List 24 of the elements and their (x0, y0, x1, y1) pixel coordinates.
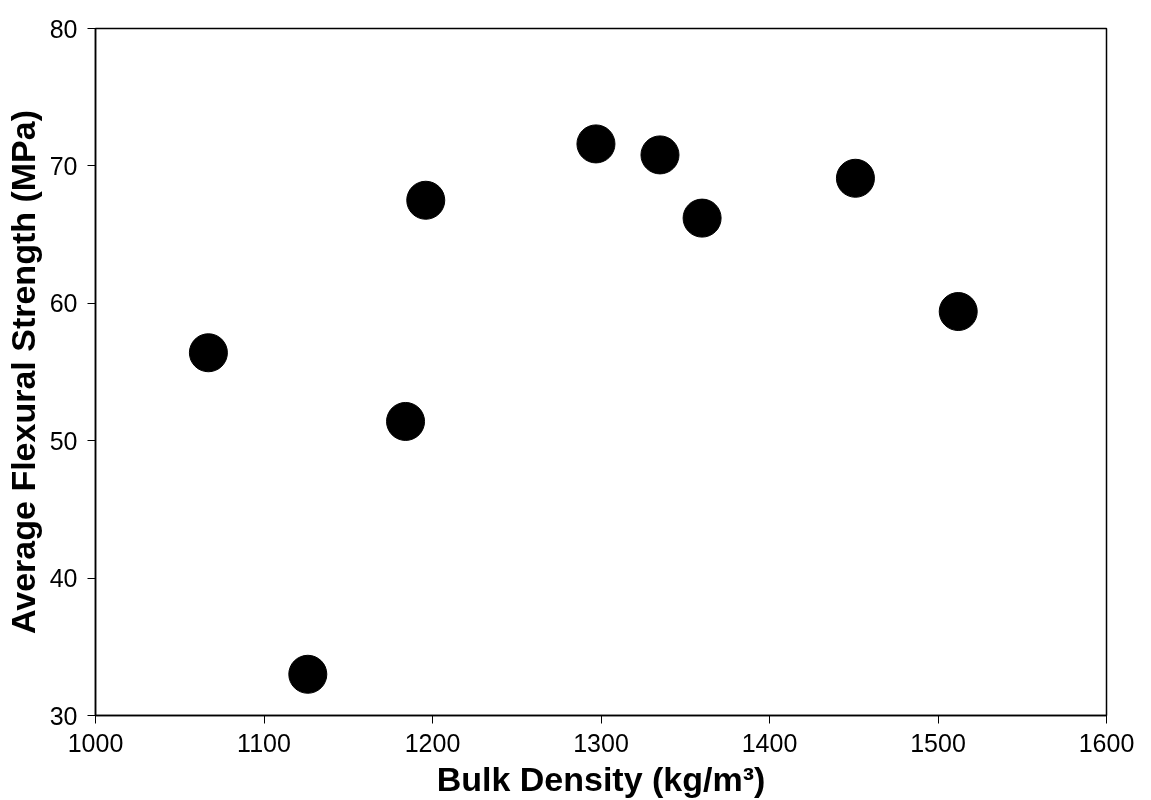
y-tick-label: 50 (49, 426, 78, 455)
x-axis-title: Bulk Density (kg/m³) (436, 759, 766, 798)
point (288, 654, 328, 694)
x-tick-label: 1200 (404, 728, 461, 757)
y-tick-label: 60 (49, 289, 78, 318)
point (386, 402, 426, 441)
y-tick-label: 40 (49, 564, 78, 593)
x-tick-label: 1400 (741, 728, 798, 757)
x-tick-label: 1600 (1078, 728, 1135, 757)
y-axis-title: Average Flexural Strength (MPa) (3, 110, 42, 634)
point (835, 158, 875, 198)
x-tick-label: 1000 (67, 728, 124, 757)
point (682, 198, 722, 238)
point (188, 333, 228, 373)
point (938, 292, 978, 332)
point (576, 124, 616, 164)
y-tick-label: 30 (49, 701, 78, 730)
point (640, 135, 680, 175)
y-tick-label: 70 (49, 151, 78, 180)
x-tick-label: 1100 (237, 728, 291, 757)
x-tick-label: 1300 (573, 728, 629, 757)
point (406, 180, 446, 220)
x-tick-label: 1500 (910, 728, 966, 757)
y-tick-label: 80 (49, 14, 78, 43)
